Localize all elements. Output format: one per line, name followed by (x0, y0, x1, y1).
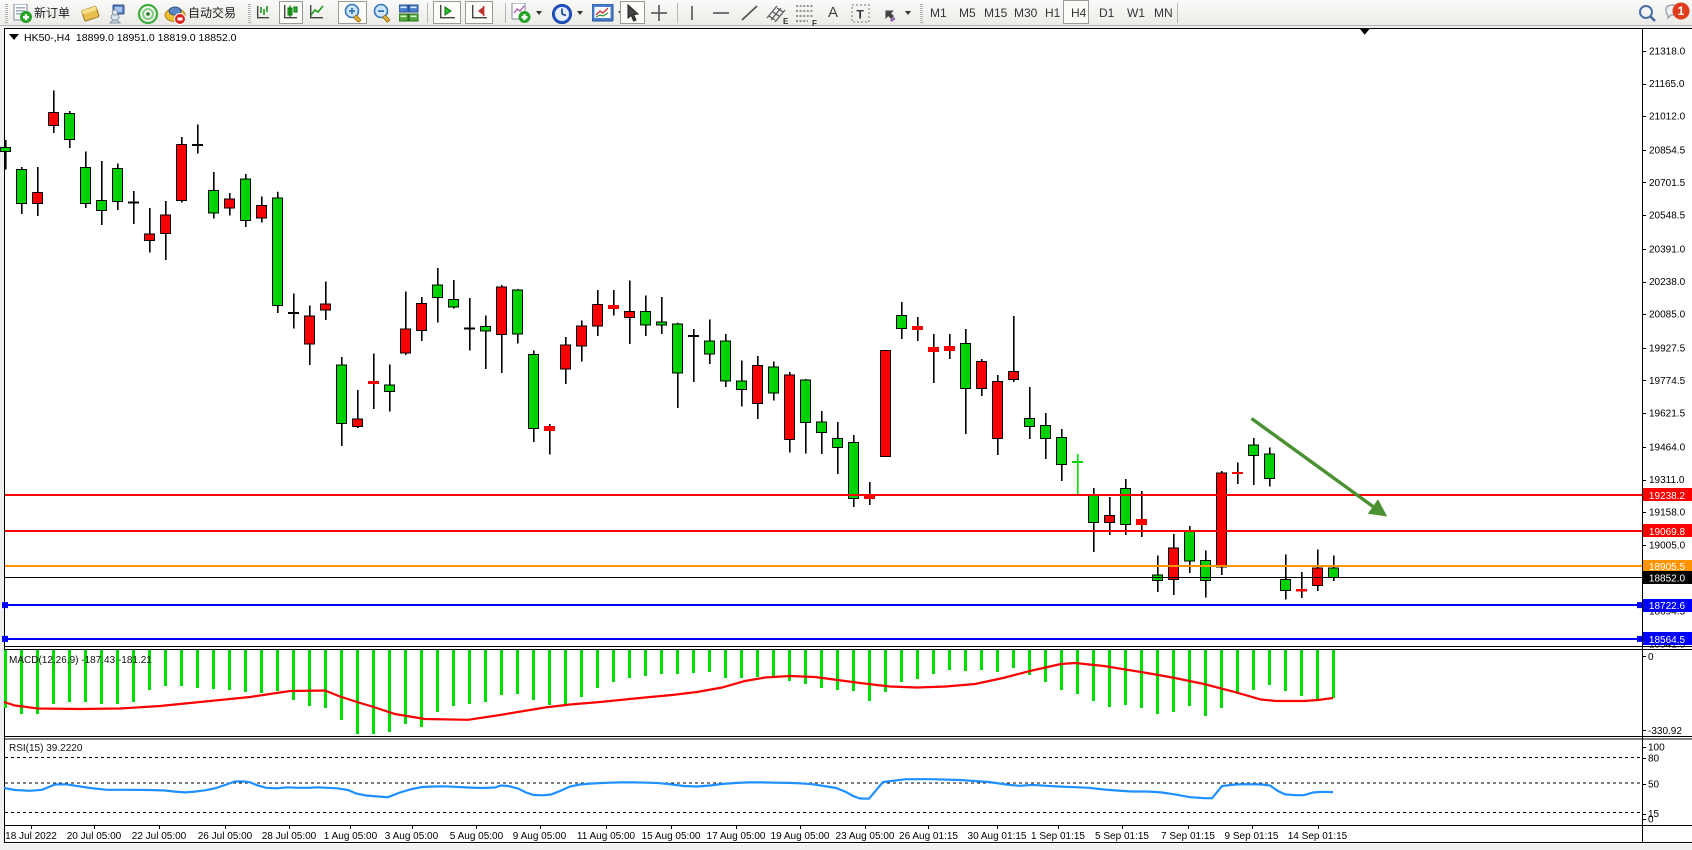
svg-text:19 Aug 05:00: 19 Aug 05:00 (771, 831, 830, 842)
svg-text:1 Aug 05:00: 1 Aug 05:00 (324, 831, 378, 842)
svg-text:19774.5: 19774.5 (1649, 376, 1686, 387)
svg-text:26 Jul 05:00: 26 Jul 05:00 (198, 831, 253, 842)
svg-text:15 Aug 05:00: 15 Aug 05:00 (642, 831, 701, 842)
svg-text:19238.2: 19238.2 (1649, 491, 1686, 502)
svg-text:0: 0 (1648, 815, 1654, 826)
svg-text:18 Jul 2022: 18 Jul 2022 (5, 831, 57, 842)
svg-text:20548.5: 20548.5 (1649, 211, 1686, 222)
svg-text:MACD(12,26,9) -187.43 -181.21: MACD(12,26,9) -187.43 -181.21 (9, 655, 152, 666)
svg-text:19069.8: 19069.8 (1649, 527, 1686, 538)
svg-text:19158.0: 19158.0 (1649, 508, 1686, 519)
svg-text:3 Aug 05:00: 3 Aug 05:00 (385, 831, 439, 842)
svg-text:0: 0 (1648, 652, 1654, 663)
svg-text:-330.92: -330.92 (1648, 726, 1682, 737)
svg-text:19311.0: 19311.0 (1649, 475, 1685, 486)
svg-text:21165.0: 21165.0 (1649, 79, 1685, 90)
svg-text:17 Aug 05:00: 17 Aug 05:00 (707, 831, 766, 842)
svg-text:20854.5: 20854.5 (1649, 145, 1686, 156)
svg-text:18694.5: 18694.5 (1649, 607, 1686, 618)
svg-text:19621.5: 19621.5 (1649, 409, 1686, 420)
svg-text:E: E (783, 17, 789, 26)
svg-text:30 Aug 01:15: 30 Aug 01:15 (968, 831, 1027, 842)
svg-text:22 Jul 05:00: 22 Jul 05:00 (132, 831, 187, 842)
svg-text:19005.0: 19005.0 (1649, 540, 1686, 551)
svg-text:11 Aug 05:00: 11 Aug 05:00 (577, 831, 636, 842)
svg-text:HK50-,H4 18899.0 18951.0 1881: HK50-,H4 18899.0 18951.0 18819.0 18852.0 (24, 32, 237, 44)
svg-text:20701.5: 20701.5 (1649, 178, 1686, 189)
svg-text:80: 80 (1648, 754, 1660, 765)
svg-text:1: 1 (1678, 4, 1685, 18)
svg-text:5 Sep 01:15: 5 Sep 01:15 (1095, 831, 1149, 842)
svg-text:18722.6: 18722.6 (1649, 601, 1686, 612)
svg-text:21318.0: 21318.0 (1649, 46, 1686, 57)
svg-text:20085.0: 20085.0 (1649, 310, 1686, 321)
svg-text:19927.5: 19927.5 (1649, 343, 1686, 354)
svg-text:14 Sep 01:15: 14 Sep 01:15 (1288, 831, 1348, 842)
svg-text:100: 100 (1648, 743, 1665, 754)
svg-text:15: 15 (1648, 809, 1660, 820)
svg-text:18564.5: 18564.5 (1649, 635, 1686, 646)
svg-text:F: F (812, 19, 817, 26)
svg-text:5 Aug 05:00: 5 Aug 05:00 (450, 831, 504, 842)
svg-text:23 Aug 05:00: 23 Aug 05:00 (836, 831, 895, 842)
svg-text:20391.0: 20391.0 (1649, 244, 1686, 255)
svg-text:9 Sep 01:15: 9 Sep 01:15 (1225, 831, 1279, 842)
svg-text:20238.0: 20238.0 (1649, 277, 1686, 288)
svg-text:50: 50 (1648, 780, 1660, 791)
svg-text:18852.0: 18852.0 (1649, 574, 1686, 585)
svg-text:9 Aug 05:00: 9 Aug 05:00 (513, 831, 567, 842)
svg-text:T: T (857, 8, 865, 22)
svg-text:20 Jul 05:00: 20 Jul 05:00 (67, 831, 122, 842)
svg-text:21012.0: 21012.0 (1649, 112, 1686, 123)
svg-text:26 Aug 01:15: 26 Aug 01:15 (899, 831, 958, 842)
svg-text:18905.5: 18905.5 (1649, 562, 1686, 573)
svg-text:28 Jul 05:00: 28 Jul 05:00 (262, 831, 317, 842)
svg-text:7 Sep 01:15: 7 Sep 01:15 (1161, 831, 1215, 842)
svg-text:19464.0: 19464.0 (1649, 442, 1686, 453)
svg-text:RSI(15) 39.2220: RSI(15) 39.2220 (9, 743, 83, 754)
svg-text:1 Sep 01:15: 1 Sep 01:15 (1031, 831, 1085, 842)
